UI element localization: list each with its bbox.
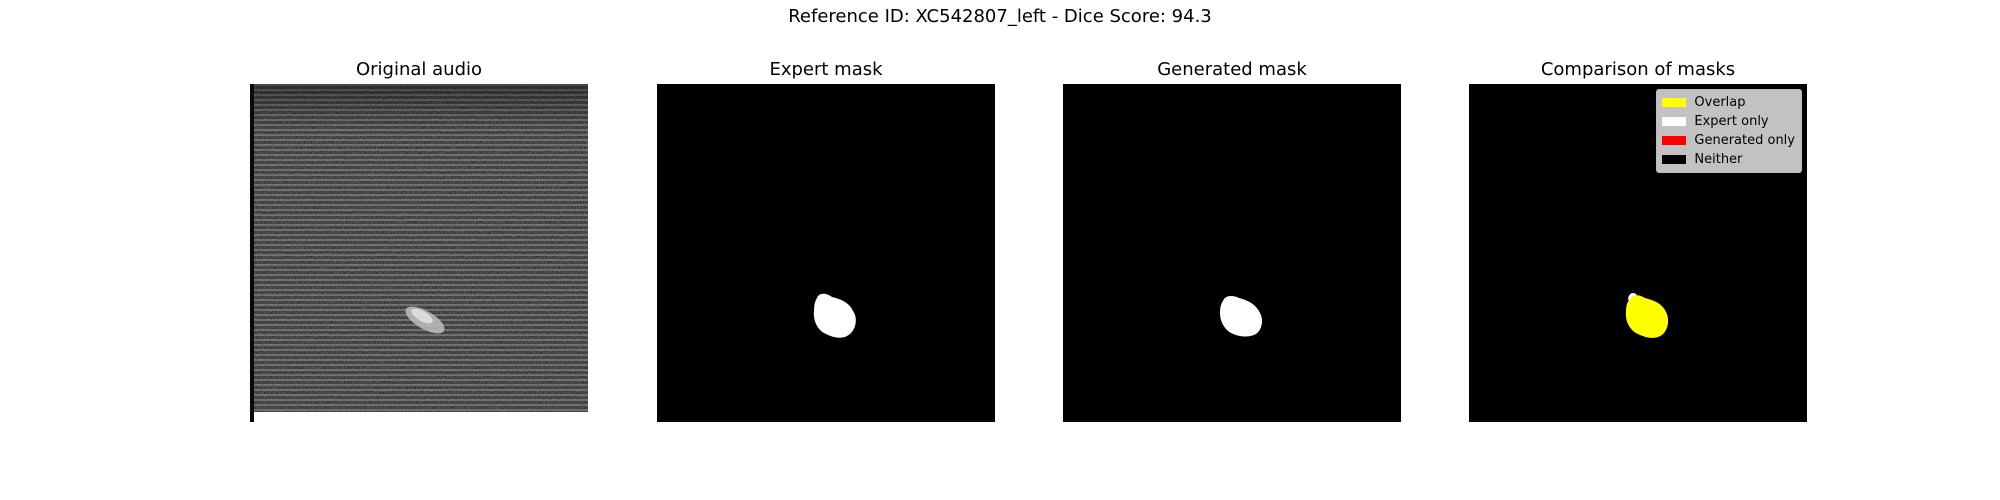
figure-suptitle: Reference ID: XC542807_left - Dice Score… — [788, 6, 1212, 27]
legend-label-neither: Neither — [1694, 152, 1743, 167]
legend-label-overlap: Overlap — [1694, 95, 1746, 110]
expert-only-region — [1628, 293, 1637, 302]
panel-title-expert-mask: Expert mask — [769, 59, 883, 80]
legend-swatch-generated-only — [1662, 136, 1687, 145]
generated-mask-region — [1220, 296, 1263, 337]
spectrogram-image — [250, 84, 588, 422]
legend-item-generated-only: Generated only — [1662, 131, 1795, 150]
overlap-region — [1625, 295, 1669, 338]
legend-item-overlap: Overlap — [1662, 93, 1795, 112]
generated-mask-image — [1063, 84, 1401, 422]
legend-item-neither: Neither — [1662, 150, 1795, 169]
legend-swatch-expert-only — [1662, 117, 1687, 126]
panel-title-original-audio: Original audio — [355, 59, 483, 80]
comparison-mask-image: Overlap Expert only Generated only Neith… — [1469, 84, 1807, 422]
original-audio-spectrogram — [250, 84, 588, 422]
legend-label-generated-only: Generated only — [1694, 133, 1795, 148]
panel-title-comparison: Comparison of masks — [1540, 59, 1736, 80]
expert-mask-image — [657, 84, 995, 422]
expert-mask-region — [813, 293, 856, 338]
legend-label-expert-only: Expert only — [1694, 114, 1769, 129]
legend-swatch-neither — [1662, 155, 1687, 164]
bird-call-blob — [405, 306, 445, 334]
legend-swatch-overlap — [1662, 98, 1687, 107]
legend: Overlap Expert only Generated only Neith… — [1656, 89, 1802, 173]
panel-title-generated-mask: Generated mask — [1157, 59, 1307, 80]
legend-item-expert-only: Expert only — [1662, 112, 1795, 131]
